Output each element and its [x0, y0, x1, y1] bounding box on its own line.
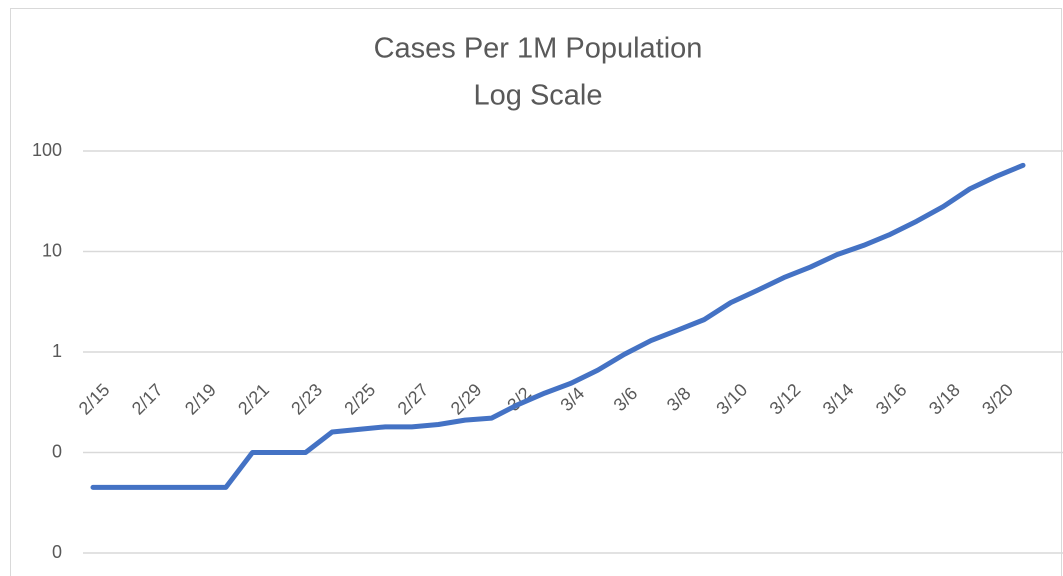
y-tick-label: 10: [42, 240, 62, 260]
y-tick-label: 0: [52, 441, 62, 461]
chart-subtitle: Log Scale: [474, 80, 603, 112]
y-tick-label: 0: [52, 542, 62, 562]
data-line: [90, 162, 1026, 490]
y-tick-label: 1: [52, 341, 62, 361]
y-tick-label: 100: [32, 140, 62, 160]
chart-title: Cases Per 1M Population: [374, 33, 703, 65]
chart-frame: [10, 8, 1062, 576]
